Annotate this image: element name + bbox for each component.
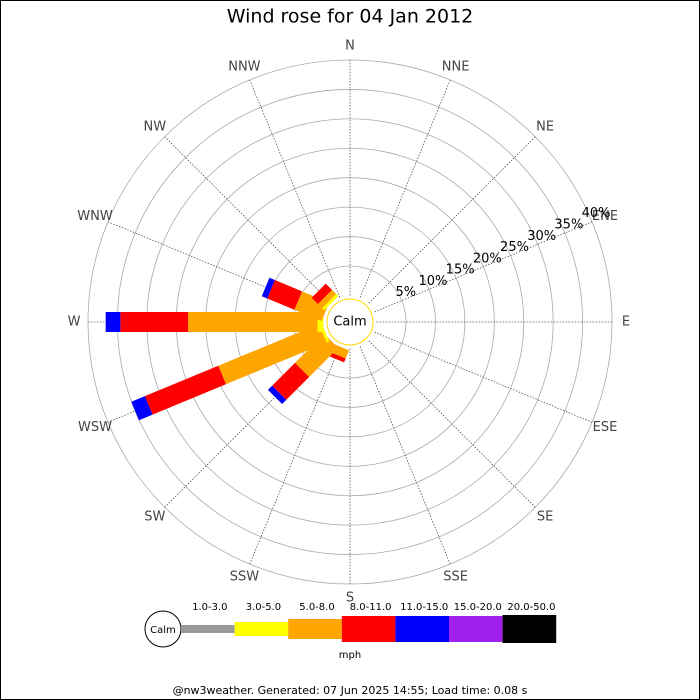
bar-segment bbox=[131, 396, 153, 421]
legend-calm-label: Calm bbox=[150, 625, 176, 636]
bar-segment bbox=[311, 283, 333, 305]
legend-label: 3.0-5.0 bbox=[246, 602, 281, 613]
bar-segment bbox=[218, 324, 327, 385]
legend-label: 15.0-20.0 bbox=[454, 602, 502, 613]
bar-segment bbox=[267, 280, 303, 310]
calm-circle bbox=[326, 298, 374, 346]
r-tick-label: 5% bbox=[395, 285, 416, 300]
bar-segment bbox=[322, 294, 339, 311]
legend-swatch bbox=[234, 622, 289, 636]
direction-label: NNE bbox=[442, 60, 470, 75]
direction-label: SSE bbox=[443, 569, 468, 584]
bar-segment bbox=[272, 362, 310, 400]
bar-segment bbox=[317, 289, 337, 309]
direction-label: SW bbox=[144, 510, 165, 525]
legend-label: 11.0-15.0 bbox=[400, 602, 448, 613]
spoke bbox=[359, 346, 451, 565]
direction-label: E bbox=[622, 315, 630, 330]
direction-label: SSW bbox=[230, 569, 260, 584]
r-tick-label: 10% bbox=[418, 274, 447, 289]
direction-label: NW bbox=[144, 119, 167, 134]
bar-segment bbox=[120, 312, 189, 332]
direction-label: S bbox=[346, 591, 354, 606]
bar-segment bbox=[188, 312, 318, 332]
direction-label: ENE bbox=[592, 209, 618, 224]
r-tick-label: 35% bbox=[554, 217, 583, 232]
bar-segment bbox=[261, 277, 275, 299]
chart-title: Wind rose for 04 Jan 2012 bbox=[227, 6, 474, 28]
spoke bbox=[249, 346, 341, 565]
r-tick-label: 20% bbox=[473, 251, 502, 266]
spoke bbox=[368, 136, 536, 304]
legend-swatch bbox=[288, 619, 342, 639]
direction-label: ESE bbox=[593, 420, 618, 435]
legend-label: 8.0-11.0 bbox=[350, 602, 392, 613]
legend-label: 5.0-8.0 bbox=[299, 602, 334, 613]
bar-segment bbox=[267, 385, 287, 405]
spoke bbox=[359, 79, 451, 298]
spoke bbox=[368, 340, 536, 508]
calm-label: Calm bbox=[333, 315, 366, 330]
direction-label: NE bbox=[536, 119, 554, 134]
bar-segment bbox=[294, 333, 339, 378]
bar-segment bbox=[294, 291, 330, 322]
spoke bbox=[374, 221, 593, 313]
direction-label: WNW bbox=[77, 209, 113, 224]
r-tick-label: 15% bbox=[446, 263, 475, 278]
legend-label: 20.0-50.0 bbox=[507, 602, 555, 613]
direction-label: NNW bbox=[228, 60, 260, 75]
r-tick-label: 30% bbox=[527, 229, 556, 244]
footer: @nw3weather. Generated: 07 Jun 2025 14:5… bbox=[173, 684, 528, 697]
legend-label: 1.0-3.0 bbox=[192, 602, 227, 613]
r-tick-label: 25% bbox=[500, 240, 529, 255]
direction-label: SE bbox=[537, 510, 553, 525]
legend-swatch bbox=[395, 616, 449, 642]
spoke bbox=[164, 136, 332, 304]
spoke bbox=[374, 331, 593, 423]
bar-segment bbox=[144, 365, 226, 415]
direction-label: N bbox=[345, 39, 355, 54]
r-tick-label: 40% bbox=[582, 206, 611, 221]
spoke bbox=[249, 79, 341, 298]
legend-swatch bbox=[181, 625, 235, 633]
direction-label: W bbox=[68, 315, 81, 330]
legend-swatch bbox=[341, 616, 396, 642]
bar-segment bbox=[105, 312, 121, 332]
legend-swatch bbox=[449, 616, 503, 642]
legend-swatch bbox=[502, 615, 557, 643]
legend-unit: mph bbox=[339, 650, 361, 661]
direction-label: WSW bbox=[78, 420, 112, 435]
